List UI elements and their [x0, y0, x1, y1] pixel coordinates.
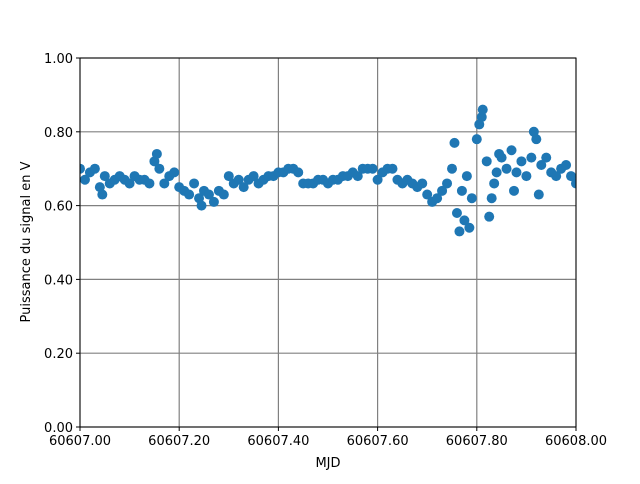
point	[454, 226, 465, 237]
point	[566, 171, 576, 182]
point	[526, 152, 537, 163]
point	[99, 171, 110, 182]
point	[466, 193, 477, 204]
point	[489, 178, 500, 189]
y-axis-label: Puissance du signal en V	[19, 161, 34, 322]
point	[481, 156, 492, 167]
point	[561, 160, 572, 171]
point	[422, 189, 433, 200]
point	[352, 171, 363, 182]
x-tick-label: 60608.00	[545, 434, 607, 449]
point	[521, 171, 532, 182]
y-tick-label: 1.00	[44, 52, 73, 67]
point	[223, 171, 234, 182]
point	[144, 178, 155, 189]
point	[541, 152, 552, 163]
point	[89, 163, 100, 174]
point	[471, 134, 482, 145]
x-tick-label: 60607.80	[446, 434, 508, 449]
point	[233, 174, 244, 185]
point	[536, 160, 547, 171]
grid	[79, 57, 577, 428]
point	[442, 178, 453, 189]
point	[196, 200, 207, 211]
point	[189, 178, 200, 189]
point	[477, 104, 488, 115]
y-tick-label: 0.60	[44, 200, 73, 215]
point	[461, 171, 472, 182]
y-tick-label: 0.80	[44, 126, 73, 141]
point	[80, 174, 90, 185]
point	[494, 148, 505, 159]
point	[80, 163, 85, 174]
x-axis-label: MJD	[315, 456, 340, 471]
point	[208, 196, 219, 207]
x-tick-label: 60607.20	[148, 434, 210, 449]
point	[417, 178, 428, 189]
point	[456, 185, 467, 196]
point	[484, 211, 495, 222]
point	[464, 222, 475, 233]
ticks: 60607.00 60607.20 60607.40 60607.60 60607.80…	[44, 52, 607, 449]
point	[124, 178, 135, 189]
point	[238, 182, 249, 193]
y-tick-label: 0.40	[44, 273, 73, 288]
point	[437, 185, 448, 196]
point	[449, 137, 460, 148]
x-tick-label: 60607.00	[49, 434, 111, 449]
point	[506, 145, 517, 156]
point	[184, 189, 195, 200]
point	[486, 193, 497, 204]
point	[387, 163, 398, 174]
point	[474, 119, 485, 130]
point	[447, 163, 457, 174]
point	[551, 171, 562, 182]
point	[372, 174, 383, 185]
point	[459, 215, 470, 226]
point	[501, 163, 512, 174]
y-tick-label: 0.00	[44, 421, 73, 436]
point	[533, 189, 544, 200]
point	[151, 148, 162, 159]
point	[528, 126, 539, 137]
point	[491, 167, 502, 178]
point	[511, 167, 522, 178]
axes-frame	[79, 57, 577, 428]
points	[80, 104, 576, 237]
point	[432, 193, 443, 204]
point	[97, 189, 108, 200]
point	[367, 163, 378, 174]
y-tick-label: 0.20	[44, 347, 73, 362]
x-tick-label: 60607.60	[347, 434, 409, 449]
point	[509, 185, 519, 196]
point	[451, 207, 462, 218]
point	[293, 167, 304, 178]
point	[203, 189, 214, 200]
point	[169, 167, 180, 178]
point	[218, 189, 229, 200]
point	[159, 178, 170, 189]
x-tick-label: 60607.40	[247, 434, 309, 449]
point	[516, 156, 527, 167]
point	[154, 163, 165, 174]
point	[571, 178, 576, 189]
point	[248, 171, 259, 182]
